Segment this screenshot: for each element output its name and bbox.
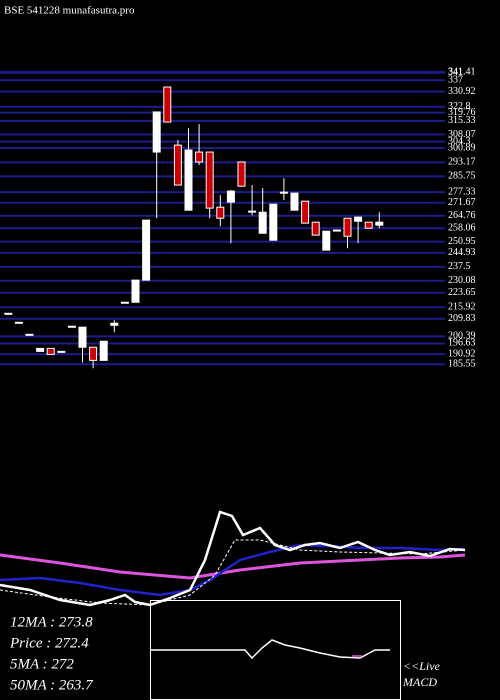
candle-body bbox=[301, 200, 310, 224]
y-tick-label: 250.95 bbox=[448, 236, 476, 247]
y-tick-label: 300.89 bbox=[448, 142, 476, 153]
candle-body bbox=[4, 312, 13, 315]
y-tick-label: 337 bbox=[448, 75, 463, 86]
macd-label: MACD bbox=[402, 675, 437, 689]
candle-body bbox=[311, 221, 320, 236]
ma-line bbox=[0, 510, 466, 607]
y-tick-label: 330.92 bbox=[448, 86, 476, 97]
ma-line bbox=[0, 543, 466, 597]
candle-body bbox=[226, 190, 235, 203]
candle-body bbox=[110, 322, 119, 326]
info-text: 50MA : 263.7 bbox=[10, 677, 94, 693]
y-tick-label: 237.5 bbox=[448, 261, 471, 272]
chart-title: BSE 541228 munafasutra.pro bbox=[4, 5, 135, 17]
candle-body bbox=[89, 346, 98, 361]
candle-body bbox=[269, 203, 278, 241]
ma-line bbox=[0, 553, 466, 580]
y-tick-label: 258.06 bbox=[448, 223, 476, 234]
y-tick-label: 223.65 bbox=[448, 287, 476, 298]
candle-body bbox=[195, 151, 204, 163]
candle-body bbox=[120, 301, 129, 304]
y-tick-label: 341 bbox=[448, 67, 463, 78]
info-text: 5MA : 272 bbox=[10, 656, 74, 672]
y-tick-label: 285.75 bbox=[448, 171, 476, 182]
candle-body bbox=[290, 192, 299, 211]
candle-body bbox=[364, 221, 373, 229]
candle-body bbox=[258, 211, 267, 234]
y-tick-label: 322.8 bbox=[448, 101, 471, 112]
candle-body bbox=[205, 151, 214, 209]
y-tick-label: 277.33 bbox=[448, 186, 476, 197]
candle-body bbox=[67, 325, 76, 328]
y-tick-label: 271.67 bbox=[448, 197, 476, 208]
candle-body bbox=[354, 216, 363, 222]
candle-body bbox=[14, 321, 23, 324]
candle-body bbox=[78, 326, 87, 348]
y-tick-label: 315.33 bbox=[448, 115, 476, 126]
y-tick-label: 308.07 bbox=[448, 129, 476, 140]
candle-body bbox=[184, 149, 193, 211]
y-tick-label: 244.93 bbox=[448, 247, 476, 258]
y-tick-label: 230.08 bbox=[448, 275, 476, 286]
candle-body bbox=[25, 333, 34, 336]
candle-body bbox=[163, 86, 172, 123]
candle-body bbox=[343, 217, 352, 237]
candle-body bbox=[237, 161, 246, 187]
ma-line bbox=[150, 639, 390, 660]
candle-body bbox=[375, 221, 384, 226]
candle-body bbox=[36, 347, 45, 352]
y-tick-label: 190.92 bbox=[448, 348, 476, 359]
info-text: Price : 272.4 bbox=[9, 635, 89, 651]
y-tick-label: 209.83 bbox=[448, 313, 476, 324]
candle-body bbox=[57, 350, 66, 353]
candle-body bbox=[279, 191, 288, 194]
candle-body bbox=[322, 230, 331, 251]
y-tick-label: 200.39 bbox=[448, 331, 476, 342]
y-tick-label: 304.3 bbox=[448, 136, 471, 147]
candle-body bbox=[46, 347, 55, 355]
macd-label: <<Live bbox=[403, 659, 441, 673]
y-tick-label: 215.92 bbox=[448, 302, 476, 313]
candle-body bbox=[131, 279, 140, 303]
candle-body bbox=[332, 229, 341, 232]
y-tick-label: 264.76 bbox=[448, 210, 476, 221]
candle-body bbox=[142, 219, 151, 281]
candle-body bbox=[152, 111, 161, 153]
info-text: 12MA : 273.8 bbox=[10, 614, 93, 630]
y-tick-label: 185.55 bbox=[448, 359, 476, 370]
y-tick-label: 196.63 bbox=[448, 338, 476, 349]
y-tick-label: 319.76 bbox=[448, 107, 476, 118]
candle-body bbox=[248, 210, 257, 213]
y-tick-label: 293.17 bbox=[448, 157, 476, 168]
candle-body bbox=[173, 144, 182, 186]
y-tick-label: 341.41 bbox=[448, 66, 476, 77]
candle-body bbox=[99, 340, 108, 361]
candle-body bbox=[216, 206, 225, 219]
